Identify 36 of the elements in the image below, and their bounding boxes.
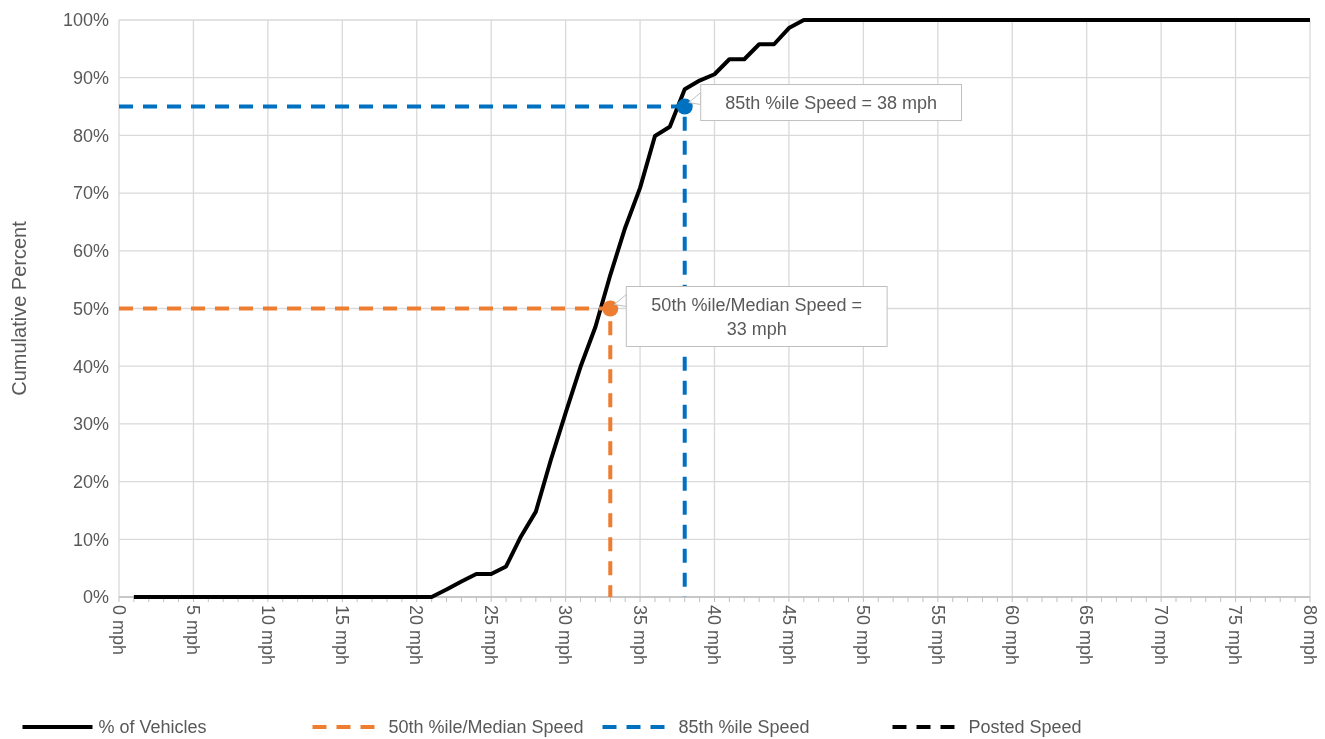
x-tick-label: 60 mph <box>1001 605 1022 666</box>
x-tick-label: 45 mph <box>778 605 799 666</box>
legend-label: 85th %ile Speed <box>678 717 810 738</box>
x-tick-label: 30 mph <box>555 605 576 666</box>
x-tick-label: 20 mph <box>406 605 427 666</box>
y-tick-label: 80% <box>72 125 109 146</box>
annotation: 85th %ile Speed = 38 mph <box>725 92 937 113</box>
y-tick-label: 100% <box>62 10 109 31</box>
y-axis-title: Cumulative Percent <box>8 220 30 396</box>
legend-label: % of Vehicles <box>98 717 207 738</box>
x-tick-label: 65 mph <box>1076 605 1097 666</box>
x-tick-label: 40 mph <box>704 605 725 666</box>
x-tick-label: 10 mph <box>257 605 278 666</box>
line-series <box>131 18 1312 599</box>
y-tick-label: 90% <box>72 68 109 88</box>
x-tick-label: 25 mph <box>480 605 501 666</box>
x-tick-label: 55 mph <box>927 605 948 666</box>
y-tick-label: 20% <box>72 471 109 492</box>
x-tick-label: 15 mph <box>332 605 353 666</box>
y-tick-label: 60% <box>72 241 109 262</box>
x-tick-label: 70 mph <box>1150 605 1171 666</box>
legend-label: 50th %ile/Median Speed <box>388 717 584 738</box>
y-tick-label: 50% <box>72 298 109 319</box>
y-tick-label: 0% <box>82 587 109 608</box>
x-tick-label: 50 mph <box>853 605 874 666</box>
x-tick-label: 35 mph <box>629 605 650 666</box>
annotation: 50th %ile/Median Speed = 33 mph <box>651 294 863 339</box>
y-tick-label: 40% <box>72 356 109 377</box>
x-tick-label: 0 mph <box>108 605 129 656</box>
x-tick-label: 5 mph <box>183 605 204 656</box>
y-tick-label: 30% <box>72 414 109 435</box>
x-tick-label: 75 mph <box>1225 605 1246 666</box>
legend-label: Posted Speed <box>968 717 1082 738</box>
x-tick-label: 80 mph <box>1299 605 1320 666</box>
y-tick-label: 10% <box>72 529 109 550</box>
y-tick-label: 70% <box>72 183 109 204</box>
